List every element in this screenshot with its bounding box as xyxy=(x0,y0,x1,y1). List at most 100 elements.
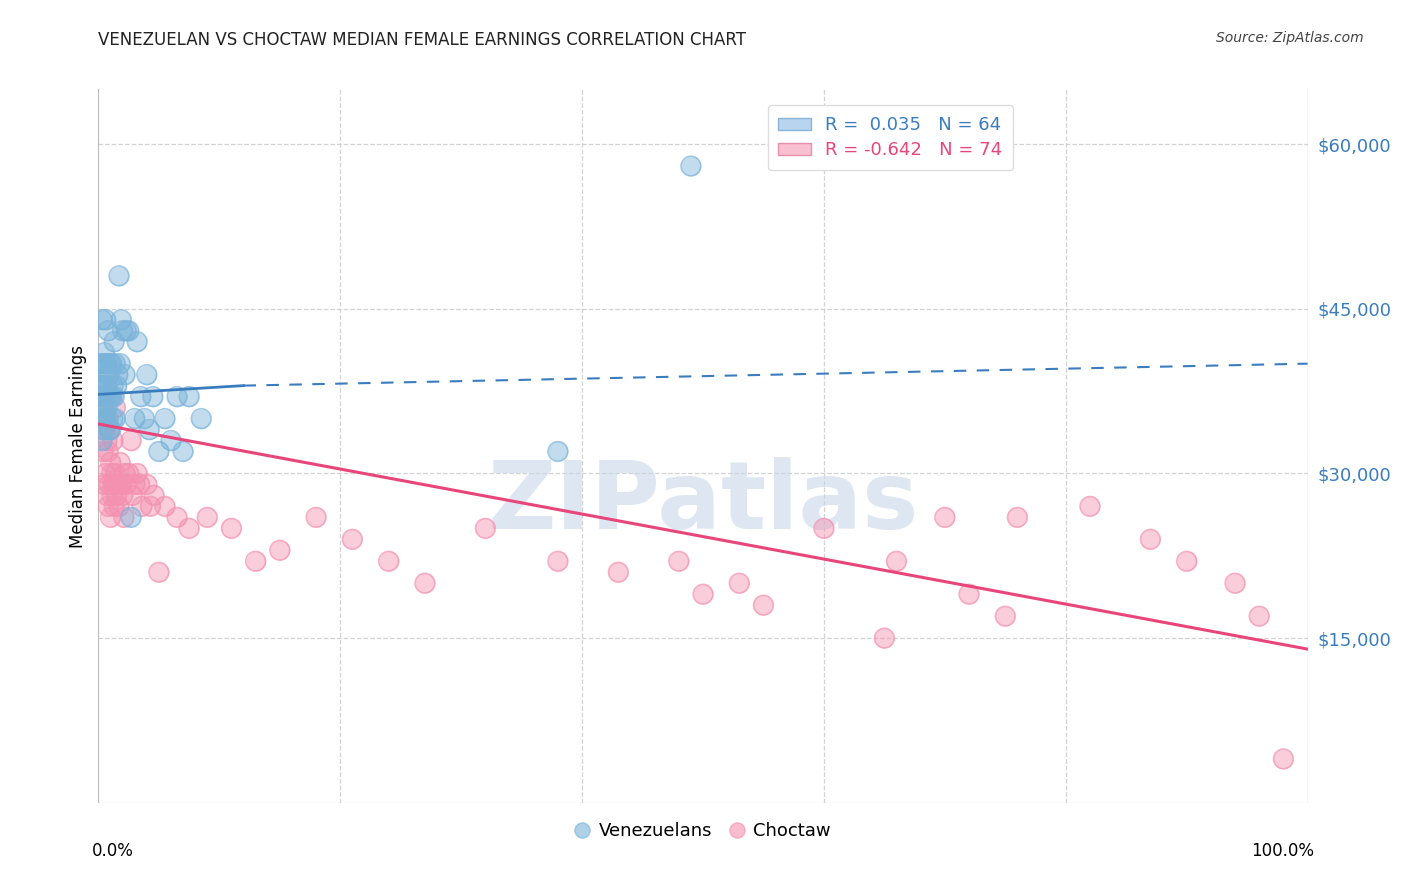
Point xyxy=(120,434,142,448)
Point xyxy=(1223,576,1246,591)
Point xyxy=(120,510,142,524)
Point xyxy=(112,510,135,524)
Point xyxy=(91,378,114,392)
Point xyxy=(107,368,129,382)
Point xyxy=(1139,533,1161,547)
Point xyxy=(96,378,118,392)
Point xyxy=(179,521,201,535)
Point xyxy=(114,368,136,382)
Point xyxy=(886,554,908,568)
Point xyxy=(135,368,157,382)
Point xyxy=(108,357,131,371)
Text: 100.0%: 100.0% xyxy=(1250,842,1313,860)
Point xyxy=(100,357,122,371)
Point xyxy=(111,488,134,502)
Point xyxy=(143,488,166,502)
Point xyxy=(111,324,134,338)
Legend: Venezuelans, Choctaw: Venezuelans, Choctaw xyxy=(568,815,838,847)
Point xyxy=(101,434,124,448)
Point xyxy=(179,390,201,404)
Point xyxy=(474,521,496,535)
Point xyxy=(166,390,188,404)
Point xyxy=(107,477,129,491)
Point xyxy=(1078,500,1101,514)
Point xyxy=(104,401,127,415)
Point xyxy=(101,378,124,392)
Point xyxy=(98,477,121,491)
Point xyxy=(108,455,131,469)
Point xyxy=(668,554,690,568)
Point xyxy=(752,598,775,612)
Point xyxy=(245,554,267,568)
Point xyxy=(91,411,114,425)
Point xyxy=(138,423,160,437)
Point xyxy=(115,324,138,338)
Point xyxy=(166,510,188,524)
Point xyxy=(142,390,165,404)
Point xyxy=(93,477,115,491)
Point xyxy=(98,390,121,404)
Point xyxy=(679,159,702,173)
Point xyxy=(94,312,117,326)
Point xyxy=(94,467,117,481)
Point xyxy=(103,477,125,491)
Point xyxy=(148,444,170,458)
Point xyxy=(128,477,150,491)
Point xyxy=(728,576,751,591)
Point xyxy=(172,444,194,458)
Point xyxy=(1175,554,1198,568)
Point xyxy=(94,411,117,425)
Point xyxy=(1249,609,1271,624)
Point xyxy=(101,411,124,425)
Point xyxy=(121,488,143,502)
Point xyxy=(93,423,115,437)
Point xyxy=(153,500,176,514)
Point xyxy=(101,477,124,491)
Point xyxy=(98,423,121,437)
Point xyxy=(89,357,111,371)
Point xyxy=(96,401,118,415)
Point xyxy=(91,357,114,371)
Point xyxy=(148,444,170,458)
Point xyxy=(120,434,142,448)
Point xyxy=(96,357,118,371)
Point xyxy=(91,357,114,371)
Point xyxy=(103,477,125,491)
Point xyxy=(93,378,115,392)
Point xyxy=(100,423,122,437)
Point xyxy=(100,390,122,404)
Point xyxy=(166,390,188,404)
Point xyxy=(127,467,149,481)
Point xyxy=(547,444,569,458)
Point xyxy=(98,390,121,404)
Point xyxy=(1175,554,1198,568)
Point xyxy=(107,477,129,491)
Point xyxy=(93,345,115,359)
Point xyxy=(692,587,714,601)
Point xyxy=(413,576,436,591)
Point xyxy=(143,488,166,502)
Point xyxy=(104,411,127,425)
Point xyxy=(107,368,129,382)
Point xyxy=(97,500,120,514)
Point xyxy=(131,500,153,514)
Point xyxy=(105,378,128,392)
Point xyxy=(100,423,122,437)
Point xyxy=(994,609,1017,624)
Point xyxy=(93,401,115,415)
Point xyxy=(90,401,112,415)
Point xyxy=(118,324,141,338)
Point xyxy=(886,554,908,568)
Point xyxy=(114,467,136,481)
Point xyxy=(93,345,115,359)
Point xyxy=(221,521,243,535)
Point xyxy=(90,378,112,392)
Point xyxy=(160,434,183,448)
Point xyxy=(934,510,956,524)
Point xyxy=(91,444,114,458)
Point xyxy=(111,324,134,338)
Point xyxy=(96,488,118,502)
Point xyxy=(115,324,138,338)
Point xyxy=(124,477,146,491)
Point xyxy=(135,477,157,491)
